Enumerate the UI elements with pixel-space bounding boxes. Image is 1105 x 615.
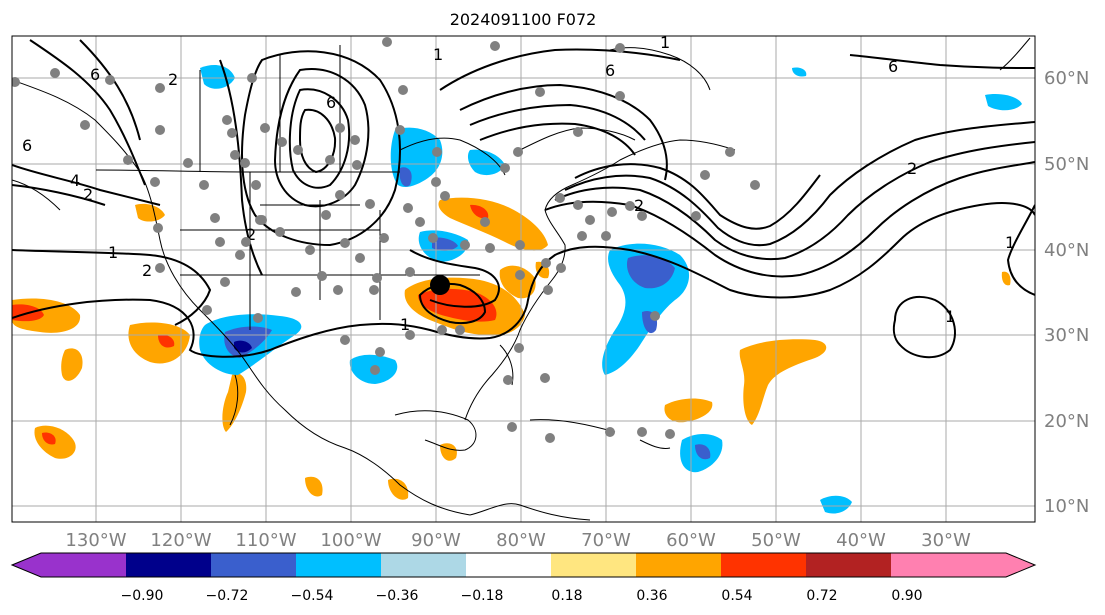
map-frame [11, 35, 1036, 523]
colorbar-tick: −0.18 [461, 588, 504, 604]
contour-label: 2 [168, 70, 178, 89]
lat-label: 10°N [1044, 496, 1089, 517]
highlight-marker [430, 275, 450, 295]
lon-label: 100°W [320, 530, 381, 551]
lon-label: 40°W [836, 530, 886, 551]
colorbar-tick: −0.90 [121, 588, 164, 604]
lon-label: 120°W [150, 530, 211, 551]
contour-label: 4 [70, 171, 80, 190]
lon-label: 30°W [921, 530, 971, 551]
lon-label: 50°W [751, 530, 801, 551]
colorbar-segment [296, 553, 381, 577]
contour-label: 6 [888, 57, 898, 76]
stations [12, 37, 760, 443]
lon-label: 110°W [235, 530, 296, 551]
map-title: 2024091100 F072 [449, 10, 597, 29]
colorbar-segment [211, 553, 296, 577]
contour-label: 2 [634, 196, 644, 215]
contour-label: 1 [945, 307, 955, 326]
contour-label: 2 [83, 185, 93, 204]
colorbar-tick: −0.36 [376, 588, 419, 604]
lon-label: 90°W [411, 530, 461, 551]
lat-label: 60°N [1044, 68, 1089, 89]
lat-label: 30°N [1044, 325, 1089, 346]
contour-label: 1 [400, 315, 410, 334]
lon-label: 70°W [581, 530, 631, 551]
colorbar-segment [636, 553, 721, 577]
colorbar-tick: −0.72 [206, 588, 249, 604]
contour-label: 1 [433, 45, 443, 64]
colorbar-tick: 0.90 [891, 588, 922, 604]
contour-label: 6 [90, 65, 100, 84]
lon-label: 80°W [496, 530, 546, 551]
colorbar-extend-high [1006, 553, 1035, 577]
contour-label: 1 [108, 243, 118, 262]
contour-label: 2 [907, 159, 917, 178]
graticule [12, 36, 1035, 522]
contour-label: 1 [660, 33, 670, 52]
lon-label: 130°W [65, 530, 126, 551]
colorbar-segment [806, 553, 891, 577]
colorbar-tick: 0.36 [636, 588, 667, 604]
colorbar: −0.90 −0.72 −0.54 −0.36 −0.18 0.18 0.36 … [10, 552, 1037, 604]
colorbar-ticks: −0.90 −0.72 −0.54 −0.36 −0.18 0.18 0.36 … [121, 588, 923, 604]
lat-axis: 60°N 50°N 40°N 30°N 20°N 10°N [1044, 68, 1089, 517]
contours [12, 39, 1035, 359]
colorbar-extend-low [12, 553, 41, 577]
colorbar-segment [466, 553, 551, 577]
colorbar-tick: 0.72 [806, 588, 837, 604]
colorbar-segment [891, 553, 1006, 577]
lon-axis: 130°W 120°W 110°W 100°W 90°W 80°W 70°W 6… [65, 530, 971, 551]
colorbar-tick: 0.54 [721, 588, 752, 604]
contour-label: 6 [326, 93, 336, 112]
contour-labels: 6 4 2 1 2 6 6 2 1 1 2 2 1 6 1 6 2 1 [22, 33, 1015, 334]
colorbar-segment [126, 553, 211, 577]
colorbar-tick: −0.54 [291, 588, 334, 604]
colorbar-segment [381, 553, 466, 577]
lat-label: 20°N [1044, 411, 1089, 432]
colorbar-segment [41, 553, 126, 577]
map-panel: 6 4 2 1 2 6 6 2 1 1 2 2 1 6 1 6 2 1 [12, 33, 1035, 522]
contour-label: 2 [142, 261, 152, 280]
contour-label: 2 [246, 225, 256, 244]
lat-label: 40°N [1044, 240, 1089, 261]
colorbar-segment [721, 553, 806, 577]
colorbar-segment [551, 553, 636, 577]
contour-label: 6 [605, 61, 615, 80]
contour-label: 1 [1005, 233, 1015, 252]
contour-label: 6 [22, 136, 32, 155]
lat-label: 50°N [1044, 154, 1089, 175]
lon-label: 60°W [666, 530, 716, 551]
colorbar-tick: 0.18 [551, 588, 582, 604]
